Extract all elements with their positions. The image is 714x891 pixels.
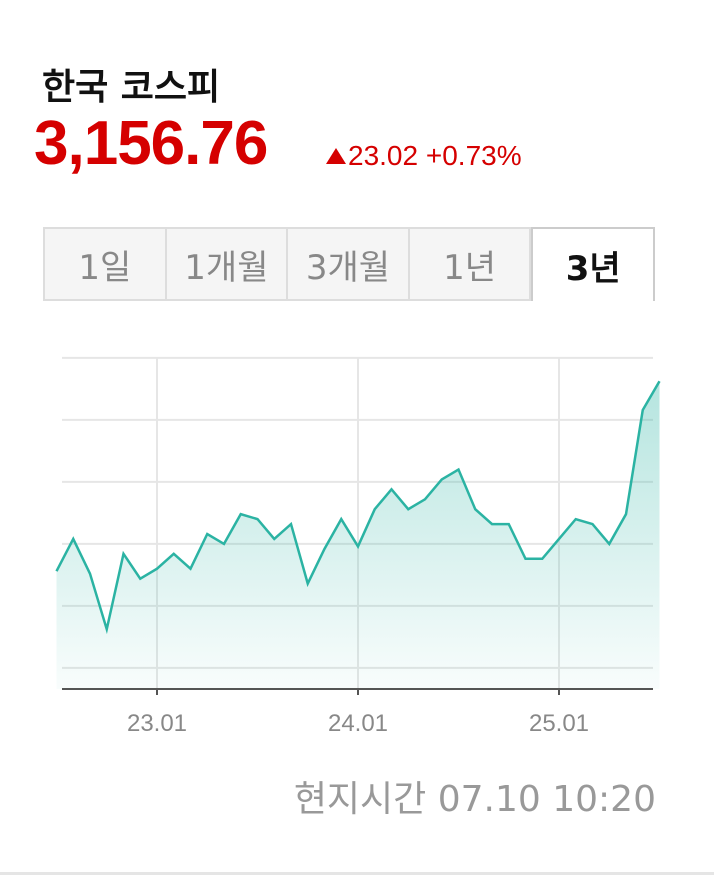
- area: [56, 381, 660, 689]
- up-icon: [326, 148, 346, 164]
- change-pct: +0.73%: [425, 140, 522, 171]
- price: 3,156.76: [34, 109, 268, 178]
- line: [55, 380, 661, 635]
- chart: 23.01 24.01 25.01: [55, 356, 661, 737]
- x-tick-label: 24.01: [328, 710, 388, 737]
- tab[interactable]: 1일: [43, 227, 167, 301]
- x-tick-label: 23.01: [127, 710, 187, 737]
- title: 한국 코스피: [42, 67, 221, 108]
- x-tick-label: 25.01: [529, 710, 589, 737]
- tab[interactable]: 1년: [409, 227, 532, 301]
- tabs: 1일 1개월 3개월 1년 3년: [43, 227, 655, 301]
- tab[interactable]: 3년: [531, 227, 655, 301]
- divider: [0, 872, 714, 875]
- change-value: 23.02: [348, 140, 419, 171]
- tab[interactable]: 3개월: [288, 227, 410, 301]
- tab[interactable]: 1개월: [166, 227, 289, 301]
- change: 23.02 +0.73%: [324, 140, 522, 172]
- timestamp: 현지시간 07.10 10:20: [293, 779, 656, 820]
